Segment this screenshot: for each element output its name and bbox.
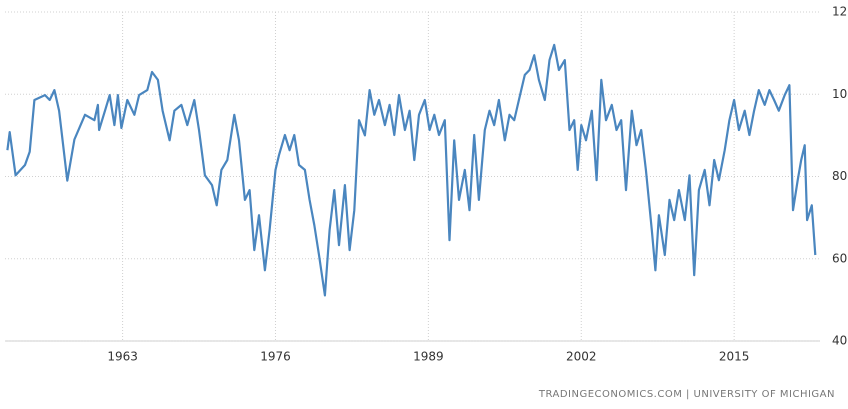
y-tick-label: 80 bbox=[832, 169, 847, 183]
x-tick-label: 1989 bbox=[413, 350, 444, 364]
y-tick-label: 60 bbox=[832, 251, 847, 265]
y-tick-label: 120 bbox=[832, 5, 848, 19]
y-tick-label: 40 bbox=[832, 334, 847, 348]
y-tick-label: 100 bbox=[832, 87, 848, 101]
data-line bbox=[6, 43, 817, 297]
x-tick-label: 1976 bbox=[260, 350, 291, 364]
x-tick-label: 2015 bbox=[719, 350, 750, 364]
x-tick-label: 1963 bbox=[107, 350, 138, 364]
source: TRADINGECONOMICS.COM | UNIVERSITY OF MIC… bbox=[538, 389, 835, 400]
x-tick-label: 2002 bbox=[566, 350, 597, 364]
